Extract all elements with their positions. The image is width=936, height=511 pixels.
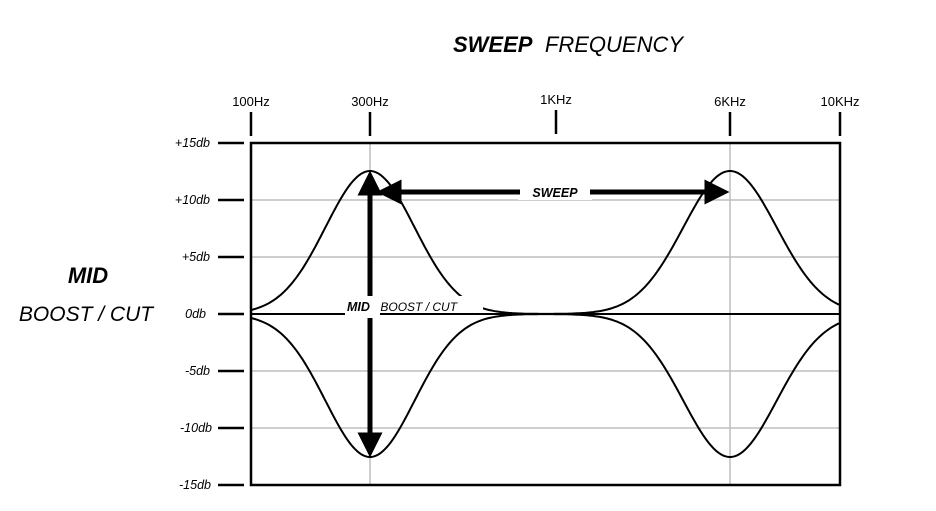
freq-label-300hz: 300Hz xyxy=(351,94,389,109)
db-label-0: 0db xyxy=(185,307,206,321)
cut-curve xyxy=(250,313,840,458)
boost-cut-label-gap xyxy=(345,296,483,318)
db-axis: +15db +10db +5db 0db -5db -10db -15db xyxy=(175,136,244,492)
db-label-minus5: -5db xyxy=(185,364,210,378)
freq-label-100hz: 100Hz xyxy=(232,94,270,109)
diagram-title: SWEEP FREQUENCY xyxy=(453,32,684,57)
db-label-plus5: +5db xyxy=(182,250,210,264)
side-label-mid: MID xyxy=(68,263,108,288)
boost-cut-label: MID BOOST / CUT xyxy=(347,298,459,315)
freq-label-1khz: 1KHz xyxy=(540,92,572,107)
boost-cut-label-bold: MID xyxy=(347,300,370,314)
title-bold: SWEEP xyxy=(453,32,533,57)
response-curves xyxy=(250,170,840,458)
sweep-label-gap xyxy=(520,184,590,200)
title-normal: FREQUENCY xyxy=(545,32,684,57)
sweep-label: SWEEP xyxy=(532,186,578,200)
freq-label-6khz: 6KHz xyxy=(714,94,746,109)
db-label-minus15: -15db xyxy=(179,478,211,492)
frequency-axis: 100Hz 300Hz 1KHz 6KHz 10KHz xyxy=(232,92,860,136)
db-label-minus10: -10db xyxy=(180,421,212,435)
freq-label-10khz: 10KHz xyxy=(820,94,859,109)
boost-cut-label-normal: BOOST / CUT xyxy=(380,300,458,314)
side-label-boost-cut: BOOST / CUT xyxy=(19,303,155,326)
db-label-plus10: +10db xyxy=(175,193,210,207)
db-label-plus15: +15db xyxy=(175,136,210,150)
